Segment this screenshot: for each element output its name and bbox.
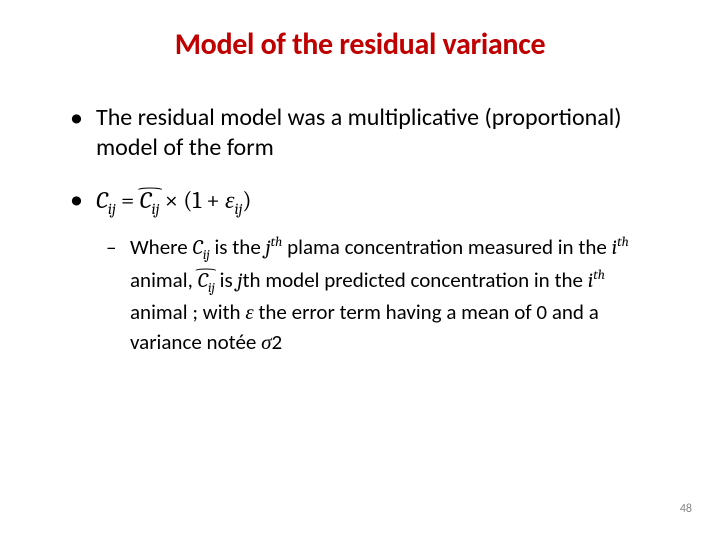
b3-t6: animal ; with bbox=[130, 299, 245, 325]
b3-t1: Where bbox=[130, 234, 192, 260]
b3-Chat-base: C bbox=[198, 269, 208, 293]
b3-sigma: σ bbox=[261, 331, 271, 355]
eq-open: (1 + bbox=[183, 186, 225, 214]
bullet-intro: The residual model was a multiplicative … bbox=[70, 103, 660, 163]
b3-t5b: th model predicted concentration in the bbox=[243, 267, 588, 293]
eq-lhs-C: C bbox=[96, 186, 108, 214]
bullet-intro-text: The residual model was a multiplicative … bbox=[96, 103, 622, 162]
slide-title: Model of the residual variance bbox=[60, 26, 660, 63]
b3-C1: C bbox=[192, 236, 202, 260]
b3-Chat-sub: ij bbox=[208, 281, 215, 296]
b3-eps: ε bbox=[245, 301, 253, 325]
b3-t3: plama concentration measured in the bbox=[282, 234, 611, 260]
b3-Chat: Cij bbox=[198, 267, 215, 299]
eq-close: ) bbox=[242, 186, 251, 214]
bullet-equation: Cij = Cij × (1 + εij) bbox=[70, 185, 660, 219]
b3-th3: th bbox=[593, 268, 605, 283]
b3-sigma2: 2 bbox=[271, 329, 282, 355]
slide: Model of the residual variance The resid… bbox=[0, 0, 720, 540]
b3-th1: th bbox=[271, 235, 283, 250]
eq-rhs-Chat-sub: ij bbox=[152, 200, 160, 218]
eq-rhs-Chat-base: C bbox=[140, 186, 152, 214]
eq-lhs-sub: ij bbox=[108, 200, 116, 218]
bullet-where: Where Cij is the jth plama concentration… bbox=[106, 233, 660, 357]
eq-rhs-Chat: Cij bbox=[140, 185, 160, 219]
b3-th2: th bbox=[617, 235, 629, 250]
b3-t2: is the bbox=[210, 234, 266, 260]
b3-t4: animal, bbox=[130, 267, 198, 293]
page-number: 48 bbox=[680, 502, 692, 516]
